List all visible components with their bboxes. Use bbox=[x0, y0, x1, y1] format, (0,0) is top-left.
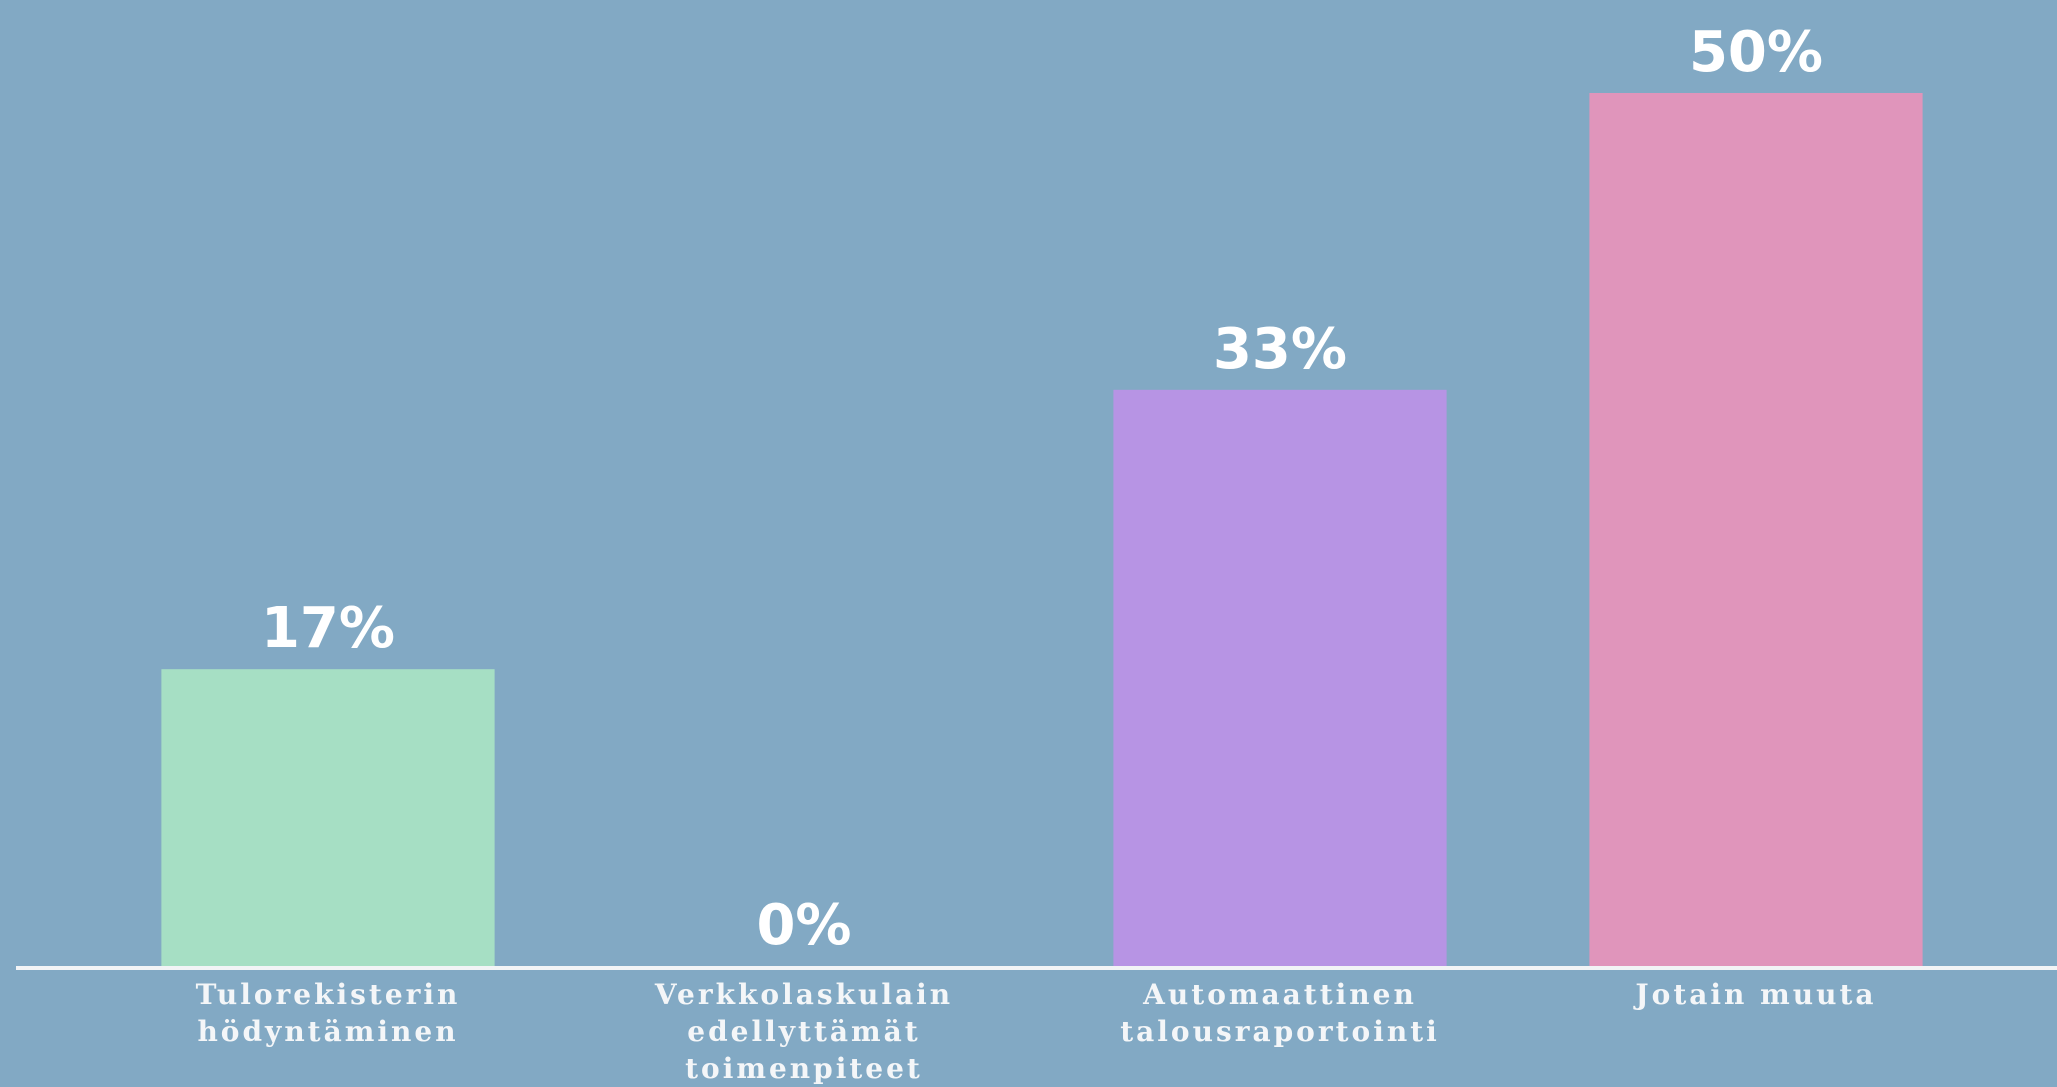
x-tick-label: Verkkolaskulain edellyttämät toimenpitee… bbox=[654, 978, 954, 1085]
bar bbox=[1589, 93, 1923, 966]
x-tick-label: Automaattinen talousraportointi bbox=[1120, 978, 1440, 1048]
value-label: 17% bbox=[261, 596, 395, 661]
x-tick-label: Jotain muuta bbox=[1635, 978, 1877, 1011]
value-label: 0% bbox=[756, 893, 851, 958]
bar bbox=[1113, 389, 1447, 966]
value-label: 33% bbox=[1213, 317, 1347, 382]
x-tick-label: Tulorekisterin hödyntäminen bbox=[195, 978, 461, 1048]
bar bbox=[161, 669, 495, 966]
value-label: 50% bbox=[1689, 20, 1823, 85]
